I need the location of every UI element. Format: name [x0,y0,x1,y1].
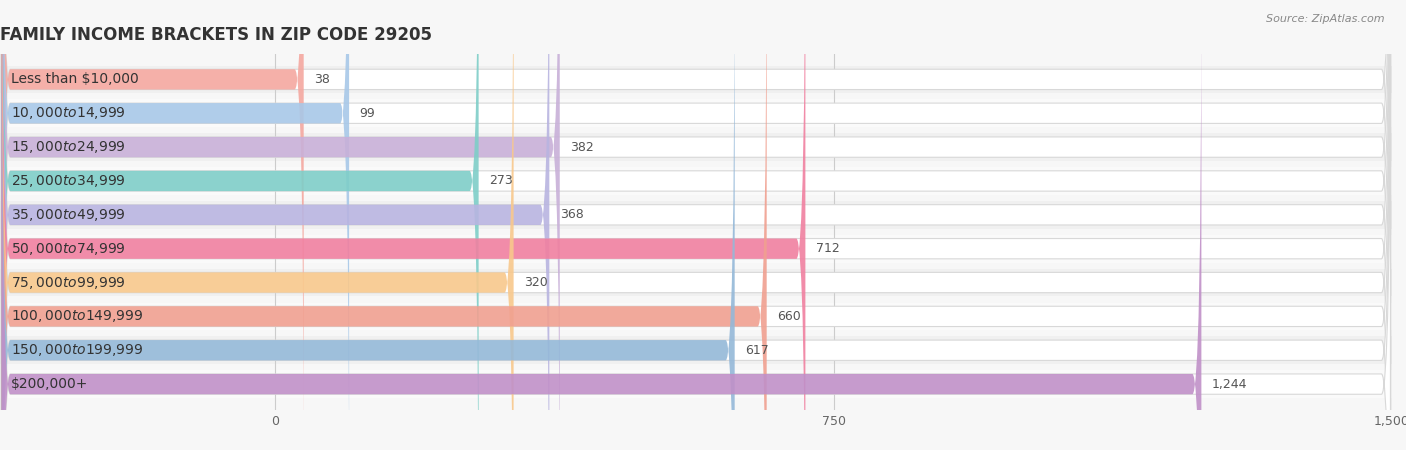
FancyBboxPatch shape [1,0,349,450]
Text: 320: 320 [524,276,548,289]
FancyBboxPatch shape [1,0,735,450]
FancyBboxPatch shape [1,0,478,450]
Text: 712: 712 [815,242,839,255]
Text: 382: 382 [571,140,593,153]
Text: $25,000 to $34,999: $25,000 to $34,999 [11,173,127,189]
Bar [0,133,1392,161]
Bar [0,201,1392,229]
Text: 99: 99 [360,107,375,120]
FancyBboxPatch shape [1,0,550,450]
Text: $75,000 to $99,999: $75,000 to $99,999 [11,274,127,291]
Bar [0,336,1392,364]
Bar [0,167,1392,195]
Text: $150,000 to $199,999: $150,000 to $199,999 [11,342,143,358]
Text: 1,244: 1,244 [1212,378,1247,391]
Text: 273: 273 [489,175,513,188]
FancyBboxPatch shape [1,0,513,450]
Text: Source: ZipAtlas.com: Source: ZipAtlas.com [1267,14,1385,23]
Text: 368: 368 [560,208,583,221]
FancyBboxPatch shape [1,0,560,450]
Bar [0,99,1392,127]
FancyBboxPatch shape [1,0,766,450]
Bar [0,302,1392,330]
Bar [0,269,1392,297]
Text: Less than $10,000: Less than $10,000 [11,72,139,86]
Text: $50,000 to $74,999: $50,000 to $74,999 [11,241,127,256]
Text: $35,000 to $49,999: $35,000 to $49,999 [11,207,127,223]
FancyBboxPatch shape [1,0,304,450]
Text: $15,000 to $24,999: $15,000 to $24,999 [11,139,127,155]
Bar [0,370,1392,398]
Text: $10,000 to $14,999: $10,000 to $14,999 [11,105,127,121]
Bar [0,235,1392,262]
FancyBboxPatch shape [1,0,806,450]
Bar [0,66,1392,93]
Text: $200,000+: $200,000+ [11,377,89,391]
Text: 660: 660 [778,310,801,323]
FancyBboxPatch shape [1,0,1201,450]
Text: 617: 617 [745,344,769,357]
Text: FAMILY INCOME BRACKETS IN ZIP CODE 29205: FAMILY INCOME BRACKETS IN ZIP CODE 29205 [0,26,432,44]
Text: $100,000 to $149,999: $100,000 to $149,999 [11,308,143,324]
Text: 38: 38 [314,73,330,86]
